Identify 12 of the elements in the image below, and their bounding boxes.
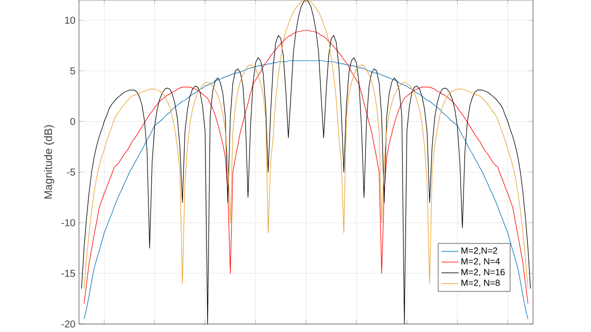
y-tick-label: -5 — [67, 168, 76, 176]
legend-label: M=2, N=4 — [462, 258, 500, 266]
y-tick-label: 5 — [70, 67, 76, 74]
y-tick-label: 10 — [65, 16, 76, 24]
y-tick-label: 0 — [70, 118, 76, 126]
legend-label: M=2, N=8 — [462, 280, 500, 288]
legend-label: M=2,N=2 — [462, 247, 498, 255]
y-axis-title: Magnitude (dB) — [44, 125, 54, 199]
y-tick-label: -20 — [62, 320, 76, 328]
y-tick-label: -10 — [62, 219, 76, 226]
y-tick-label: -15 — [62, 270, 76, 277]
legend-label: M=2, N=16 — [462, 268, 505, 276]
